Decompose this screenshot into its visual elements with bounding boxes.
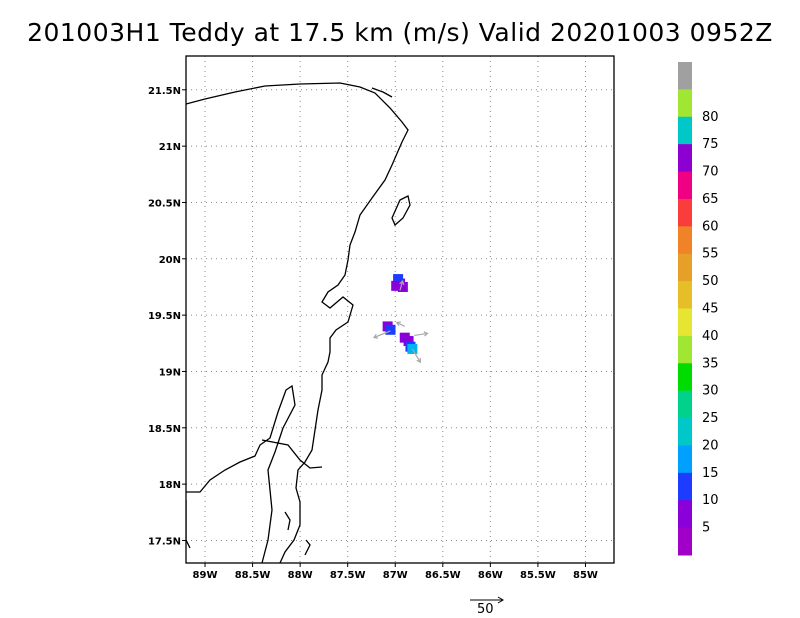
colorbar-label: 45 (702, 302, 719, 317)
colorbar-segment (678, 281, 692, 309)
colorbar-segment (678, 445, 692, 474)
wind-speed-patches (382, 274, 418, 354)
lat-tick-label: 17.5N (148, 536, 181, 547)
wind-speed-cell (391, 280, 402, 291)
longitude-labels: 89W 88.5W 88W 87.5W 87W 86.5W 86W 85.5W 85W (193, 570, 598, 581)
lat-tick-label: 18.5N (148, 424, 181, 435)
colorbar-segment (678, 418, 692, 446)
coast-cozumel (391, 195, 411, 227)
colorbar-segment (678, 472, 692, 501)
colorbar: 80 75 70 65 60 55 50 45 40 35 30 25 20 15 10 5 (678, 62, 719, 556)
colorbar-label: 15 (702, 466, 719, 481)
colorbar-label: 65 (702, 192, 719, 207)
wind-vector (414, 332, 428, 337)
lat-tick-label: 20.5N (148, 198, 181, 209)
lon-tick-label: 86W (478, 570, 503, 581)
colorbar-label: 35 (702, 356, 719, 371)
colorbar-label: 30 (702, 384, 719, 399)
latitude-labels: 21.5N 21N 20.5N 20N 19.5N 19N 18.5N 18N 17.5N (148, 86, 181, 548)
colorbar-label: 80 (702, 110, 719, 125)
coast-south-islands (284, 511, 291, 531)
lat-tick-label: 18N (159, 480, 181, 491)
coast-yucatan-east (186, 82, 409, 563)
lon-tick-label: 88W (288, 570, 313, 581)
wind-vector (411, 348, 421, 363)
colorbar-segment (678, 171, 692, 200)
wind-vector-head (372, 333, 379, 339)
colorbar-segment (678, 198, 692, 227)
vector-key-arrowhead (497, 596, 504, 604)
wind-vector-head (423, 331, 429, 337)
colorbar-segment (678, 308, 692, 337)
wind-speed-cell (403, 336, 414, 347)
lat-tick-label: 19.5N (148, 311, 181, 322)
colorbar-segment (678, 500, 692, 529)
wind-vectors (372, 280, 429, 364)
lon-tick-label: 87W (383, 570, 408, 581)
colorbar-label: 50 (702, 274, 719, 289)
lon-tick-label: 88.5W (235, 570, 271, 581)
wind-speed-cell (397, 281, 408, 292)
vector-key: 50 (470, 596, 504, 617)
colorbar-label: 25 (702, 411, 719, 426)
colorbar-segment (678, 527, 692, 556)
lat-tick-label: 21.5N (148, 86, 181, 97)
wind-vector-head (416, 358, 421, 364)
coast-isla-mujeres (371, 87, 393, 98)
colorbar-segment (678, 144, 692, 173)
coastline (186, 82, 411, 563)
wind-speed-cell (385, 324, 396, 335)
colorbar-segment (678, 253, 692, 282)
map-gridlines (182, 56, 614, 567)
lon-tick-label: 85W (573, 570, 598, 581)
map-frame (185, 55, 615, 564)
colorbar-segment (678, 335, 692, 364)
colorbar-label: 60 (702, 219, 719, 234)
colorbar-label: 55 (702, 247, 719, 262)
vector-key-label: 50 (477, 602, 494, 617)
coast-bay-chetumal (186, 384, 296, 563)
chart-title: 201003H1 Teddy at 17.5 km (m/s) Valid 20… (27, 18, 773, 47)
colorbar-label: 70 (702, 165, 719, 180)
colorbar-label: 75 (702, 137, 719, 152)
lat-tick-label: 20N (159, 255, 181, 266)
coast-inlet (261, 439, 323, 469)
wind-vector-head (399, 280, 405, 286)
colorbar-segment (678, 116, 692, 145)
colorbar-label: 40 (702, 329, 719, 344)
wind-vector (399, 280, 404, 291)
wind-vector (373, 330, 391, 339)
lon-tick-label: 86.5W (425, 570, 461, 581)
lon-tick-label: 89W (193, 570, 218, 581)
wind-speed-cell (393, 274, 404, 285)
lat-tick-label: 19N (159, 367, 181, 378)
wind-vector-head (395, 321, 401, 327)
colorbar-segment (678, 226, 692, 255)
colorbar-segment (678, 62, 692, 90)
wind-vector (396, 321, 406, 327)
colorbar-label: 10 (702, 493, 719, 508)
lon-tick-label: 87.5W (330, 570, 366, 581)
colorbar-segment (678, 89, 692, 118)
colorbar-label: 20 (702, 438, 719, 453)
colorbar-label: 5 (702, 521, 710, 536)
lon-tick-label: 85.5W (520, 570, 556, 581)
colorbar-segment (678, 390, 692, 419)
lat-tick-label: 21N (159, 142, 181, 153)
coast-south-islands-2 (304, 539, 311, 556)
coast-gulf-edge (186, 500, 191, 549)
colorbar-segment (678, 363, 692, 392)
